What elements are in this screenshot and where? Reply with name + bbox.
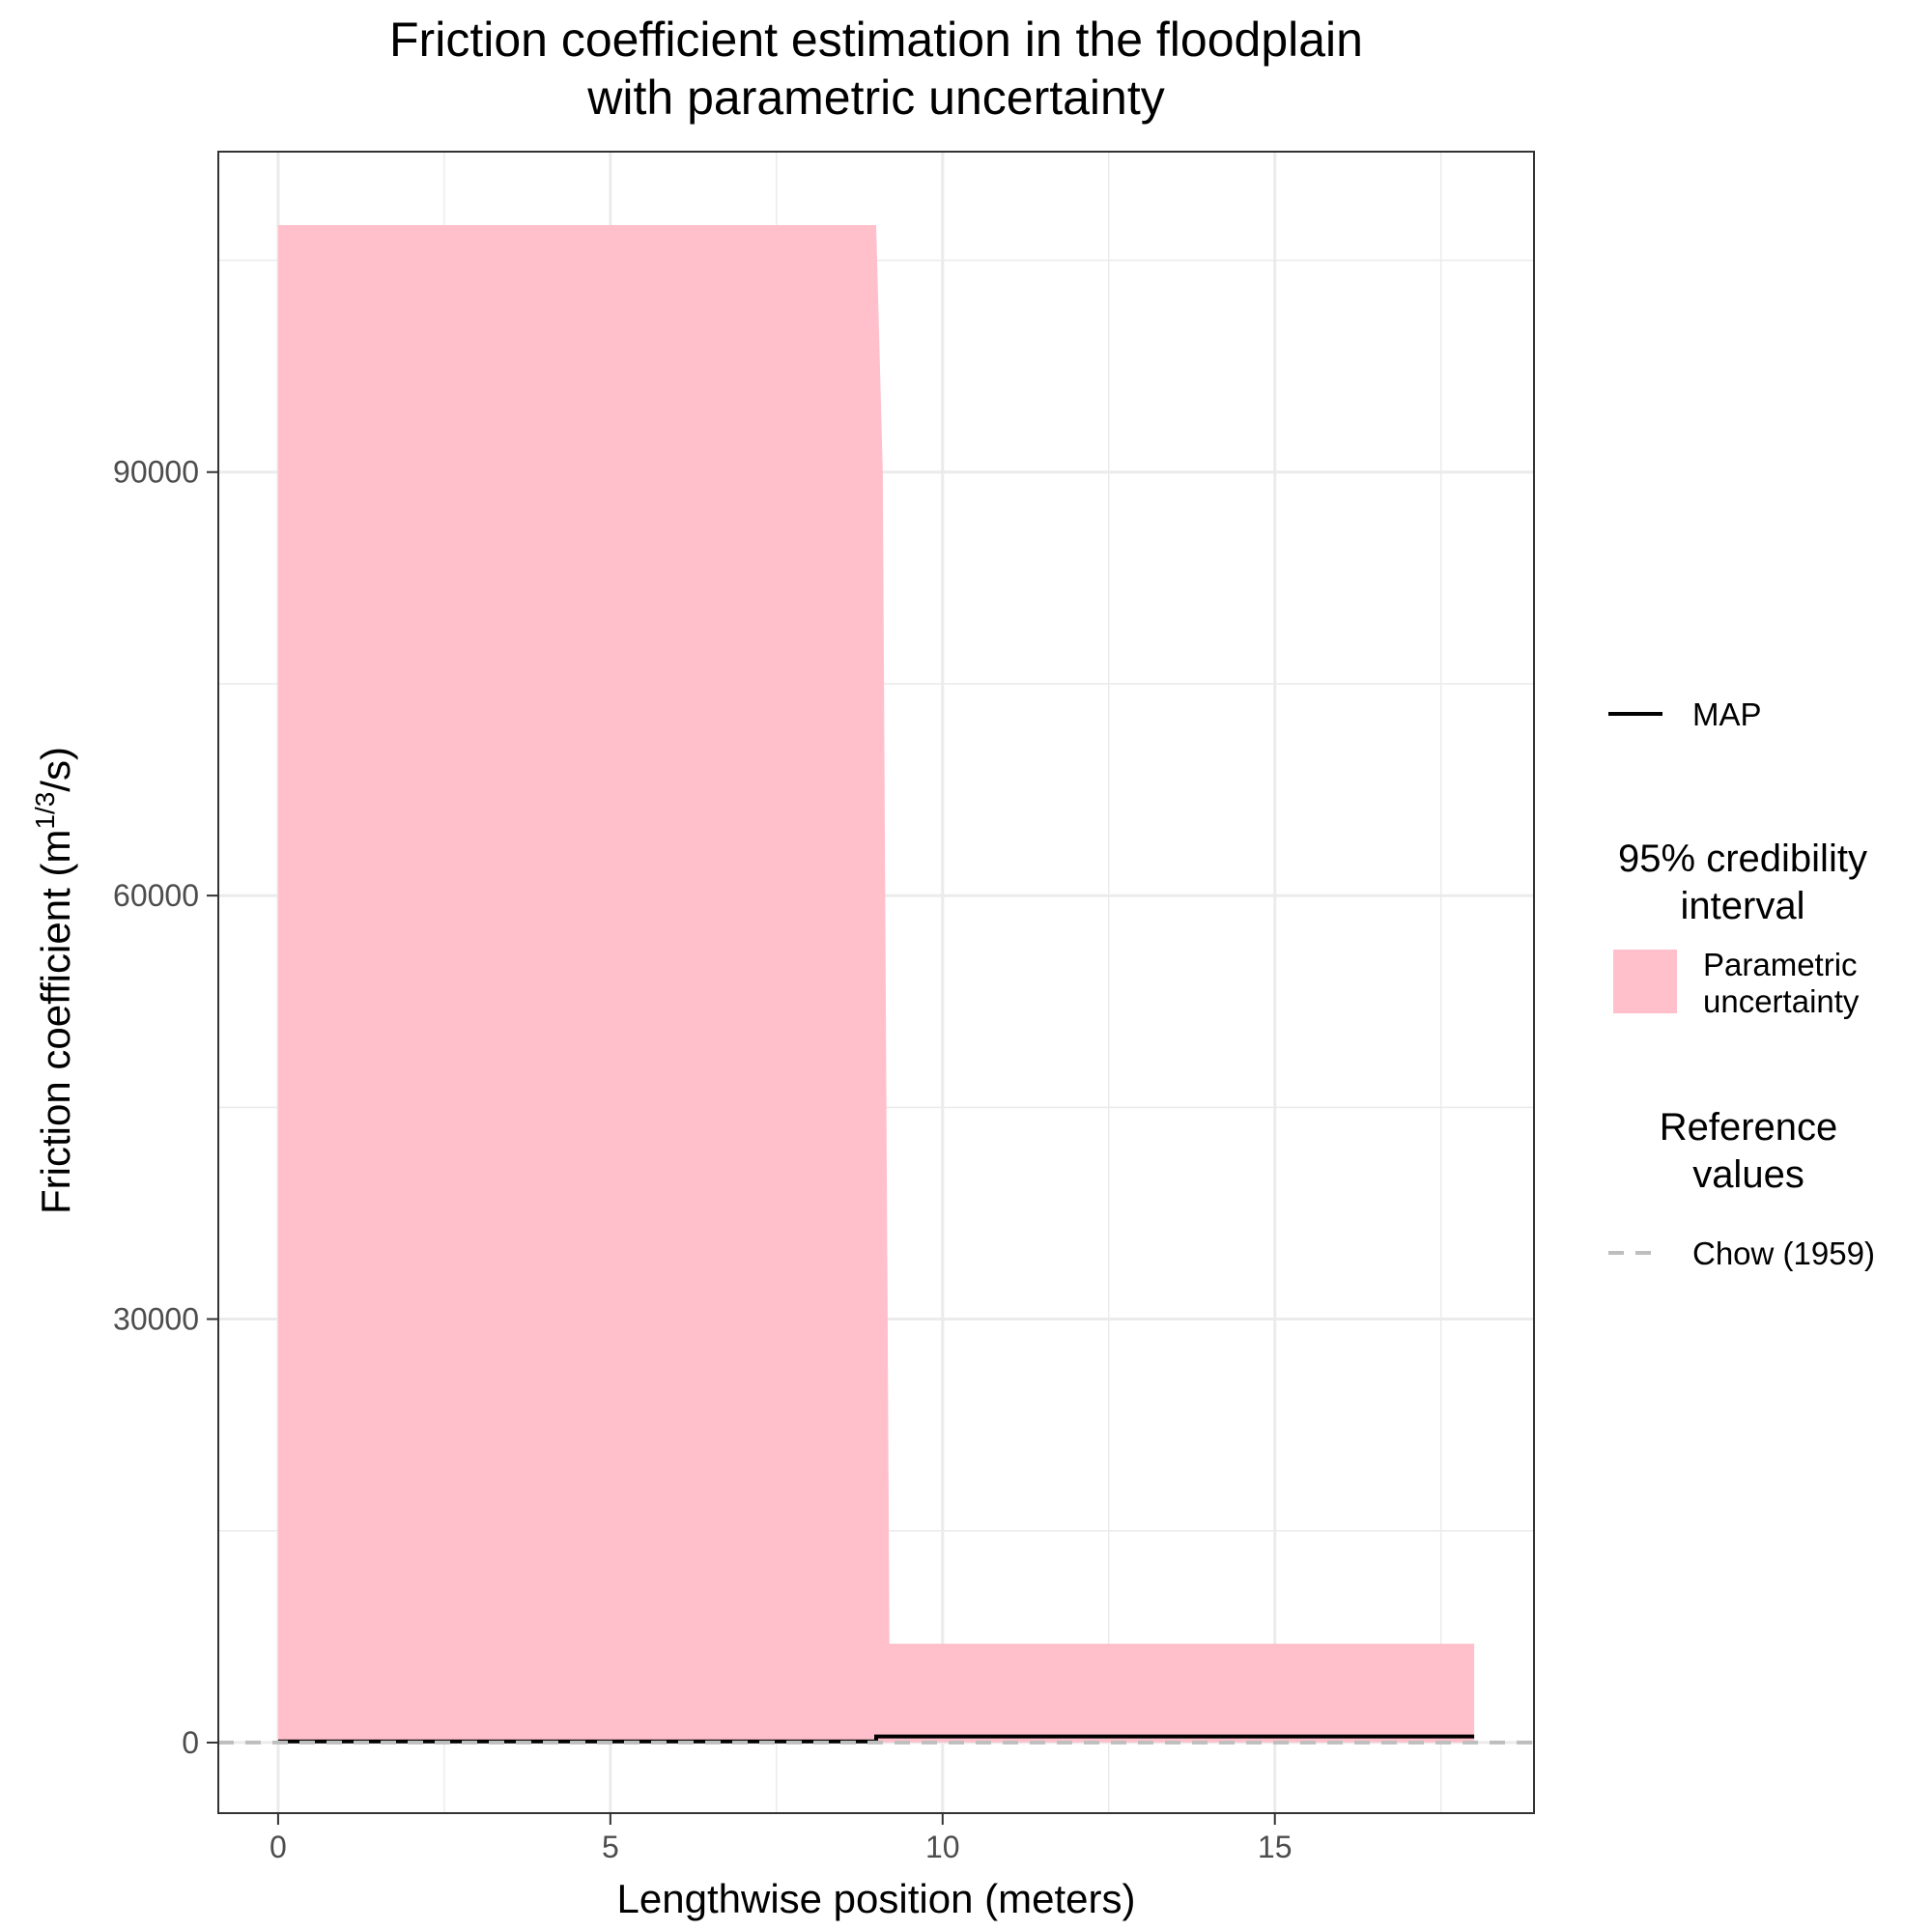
line-layer bbox=[218, 1734, 1534, 1745]
x-axis: 0 5 10 15 bbox=[270, 1813, 1293, 1864]
y-axis-title-tail: /s) bbox=[33, 747, 78, 792]
legend-label-parametric-line-1: Parametric bbox=[1703, 947, 1858, 982]
legend-key-parametric bbox=[1613, 950, 1677, 1013]
legend-label-parametric-line-2: uncertainty bbox=[1703, 983, 1860, 1019]
legend-title-interval-line-2: interval bbox=[1681, 885, 1805, 927]
y-axis: 0 30000 60000 90000 bbox=[113, 455, 218, 1760]
y-tick-label: 0 bbox=[182, 1725, 199, 1760]
legend-label-map: MAP bbox=[1692, 696, 1762, 732]
x-tick-label: 15 bbox=[1258, 1830, 1293, 1864]
x-axis-title: Lengthwise position (meters) bbox=[617, 1876, 1136, 1921]
legend-title-reference-line-2: values bbox=[1692, 1153, 1804, 1196]
ribbon-layer bbox=[277, 224, 1475, 1743]
y-axis-title-superscript: 1/3 bbox=[30, 792, 60, 830]
legend-title-reference-line-1: Reference bbox=[1660, 1106, 1838, 1149]
x-tick-label: 10 bbox=[925, 1830, 960, 1864]
chart-title-line-2: with parametric uncertainty bbox=[586, 71, 1164, 125]
plot-panel-border bbox=[217, 151, 1535, 1814]
legend-title-interval-line-1: 95% credibility bbox=[1618, 838, 1867, 880]
y-axis-title: Friction coefficient (m1/3/s) bbox=[30, 747, 78, 1214]
y-tick-label: 30000 bbox=[113, 1302, 199, 1337]
y-axis-title-main: Friction coefficient (m bbox=[33, 830, 78, 1214]
legend: MAP 95% credibility interval Parametric … bbox=[1608, 696, 1875, 1271]
y-tick-label: 60000 bbox=[113, 878, 199, 913]
y-tick-label: 90000 bbox=[113, 455, 199, 490]
chart-title-line-1: Friction coefficient estimation in the f… bbox=[389, 13, 1363, 67]
x-tick-label: 5 bbox=[602, 1830, 619, 1864]
legend-label-chow: Chow (1959) bbox=[1692, 1235, 1875, 1271]
ribbon-parametric-uncertainty bbox=[277, 224, 1475, 1743]
x-tick-label: 0 bbox=[270, 1830, 287, 1864]
